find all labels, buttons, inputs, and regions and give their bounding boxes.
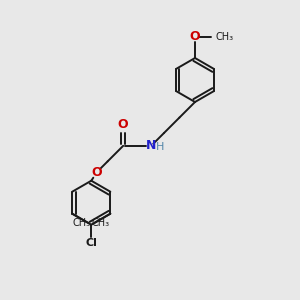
Text: N: N xyxy=(146,139,156,152)
Text: CH₃: CH₃ xyxy=(92,218,110,228)
Text: O: O xyxy=(91,166,102,179)
Text: CH₃: CH₃ xyxy=(73,218,91,228)
Text: O: O xyxy=(190,31,200,44)
Text: H: H xyxy=(156,142,164,152)
Text: Cl: Cl xyxy=(85,238,97,248)
Text: O: O xyxy=(118,118,128,131)
Text: CH₃: CH₃ xyxy=(215,32,233,42)
